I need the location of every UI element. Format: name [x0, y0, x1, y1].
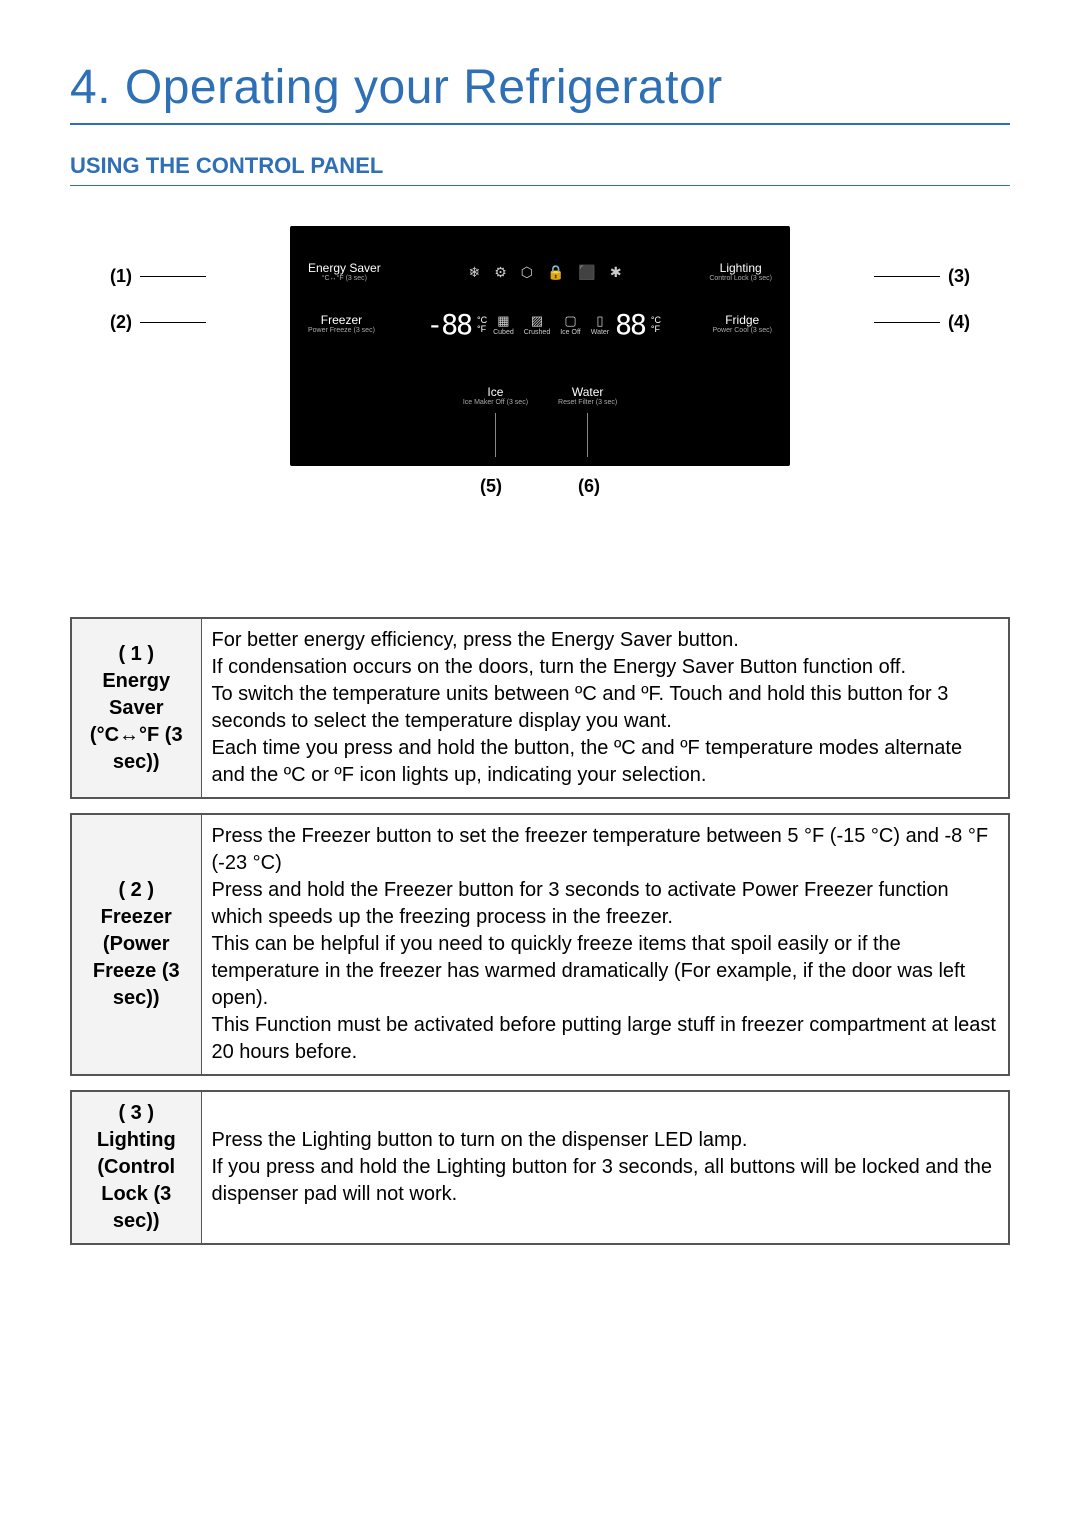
label-main: Ice [463, 386, 528, 399]
freeze-icon: ❄ [468, 264, 480, 281]
temp-unit: °C°F [477, 316, 487, 334]
panel-row-2: Freezer Power Freeze (3 sec) -88 °C°F ▦C… [290, 308, 790, 341]
callout-label: (1) [110, 266, 132, 287]
desc-table-3: ( 3 )Lighting (Control Lock (3 sec)) Pre… [70, 1090, 1010, 1245]
fridge-temp-display: 88 [615, 308, 645, 341]
callout-3: (3) [874, 266, 970, 287]
gear-icon: ⚙ [494, 264, 507, 281]
freezer-temp-display: -88 [426, 308, 471, 341]
panel-row-3: Ice Ice Maker Off (3 sec) Water Reset Fi… [290, 386, 790, 457]
iceoff-label: Ice Off [560, 329, 581, 336]
control-panel-image: Energy Saver °C↔°F (3 sec) ❄ ⚙ ⬡ 🔒 ⬛ ✱ L… [290, 226, 790, 466]
callout-line [874, 276, 940, 277]
square-icon: ⬛ [578, 264, 595, 281]
water-button-group: Water Reset Filter (3 sec) [558, 386, 617, 457]
label-sub: °C↔°F (3 sec) [308, 275, 381, 283]
tick-line [587, 413, 588, 457]
table-body: Press the Freezer button to set the free… [201, 814, 1009, 1075]
energy-saver-label: Energy Saver °C↔°F (3 sec) [308, 262, 381, 283]
freezer-label: Freezer Power Freeze (3 sec) [308, 314, 375, 335]
ice-button-group: Ice Ice Maker Off (3 sec) [463, 386, 528, 457]
dispenser-icons: ▦Cubed ▨Crushed ▢Ice Off ▯Water [493, 313, 609, 336]
callout-line [140, 322, 206, 323]
table-body: For better energy efficiency, press the … [201, 618, 1009, 798]
panel-row-1: Energy Saver °C↔°F (3 sec) ❄ ⚙ ⬡ 🔒 ⬛ ✱ L… [290, 262, 790, 283]
label-main: Water [558, 386, 617, 399]
desc-table-1: ( 1 )Energy Saver (°C↔°F (3 sec)) For be… [70, 617, 1010, 799]
temp-unit: °C°F [651, 316, 661, 334]
callout-label: (2) [110, 312, 132, 333]
label-main: Fridge [712, 314, 772, 327]
fridge-label: Fridge Power Cool (3 sec) [712, 314, 772, 335]
cubed-label: Cubed [493, 329, 514, 336]
callout-2: (2) [110, 312, 206, 333]
callout-label: (4) [948, 312, 970, 333]
control-panel-figure: (1) (2) (3) (4) Energy Saver °C↔°F (3 se… [180, 226, 900, 497]
label-sub: Control Lock (3 sec) [709, 275, 772, 283]
table-header: ( 2 )Freezer (Power Freeze (3 sec)) [71, 814, 201, 1075]
label-main: Freezer [308, 314, 375, 327]
tick-line [495, 413, 496, 457]
callout-label: (3) [948, 266, 970, 287]
callout-1: (1) [110, 266, 206, 287]
table-body: Press the Lighting button to turn on the… [201, 1091, 1009, 1244]
label-sub: Ice Maker Off (3 sec) [463, 399, 528, 407]
water-label: Water [591, 329, 609, 336]
table-header: ( 1 )Energy Saver (°C↔°F (3 sec)) [71, 618, 201, 798]
crushed-label: Crushed [524, 329, 550, 336]
label-main: Lighting [709, 262, 772, 275]
callout-5: (5) [480, 476, 502, 497]
section-title: USING THE CONTROL PANEL [70, 153, 1010, 186]
callout-4: (4) [874, 312, 970, 333]
chapter-title: 4. Operating your Refrigerator [70, 60, 1010, 125]
callout-line [874, 322, 940, 323]
label-main: Energy Saver [308, 262, 381, 275]
snowflake-icon: ✱ [610, 264, 622, 281]
table-header: ( 3 )Lighting (Control Lock (3 sec)) [71, 1091, 201, 1244]
label-sub: Power Freeze (3 sec) [308, 327, 375, 335]
callout-line [140, 276, 206, 277]
label-sub: Reset Filter (3 sec) [558, 399, 617, 407]
lighting-label: Lighting Control Lock (3 sec) [709, 262, 772, 283]
status-icons-row: ❄ ⚙ ⬡ 🔒 ⬛ ✱ [468, 264, 621, 281]
callout-6: (6) [578, 476, 600, 497]
lock-icon: 🔒 [547, 264, 564, 281]
hex-icon: ⬡ [521, 264, 533, 281]
bottom-callouts: (5) (6) [180, 476, 900, 497]
label-sub: Power Cool (3 sec) [712, 327, 772, 335]
desc-table-2: ( 2 )Freezer (Power Freeze (3 sec)) Pres… [70, 813, 1010, 1076]
